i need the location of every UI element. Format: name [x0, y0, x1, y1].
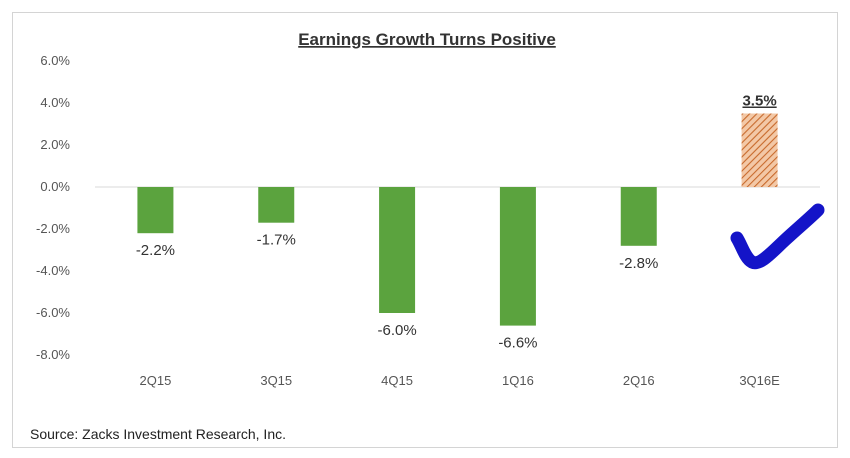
- y-tick-label: -2.0%: [36, 221, 70, 236]
- bar-2q15: [137, 187, 174, 234]
- x-tick-label: 2Q16: [623, 373, 655, 388]
- y-tick-label: -8.0%: [36, 347, 70, 362]
- y-tick-label: 2.0%: [40, 137, 70, 152]
- data-label: -2.8%: [619, 255, 658, 272]
- chart-title: Earnings Growth Turns Positive: [298, 30, 556, 49]
- y-tick-label: 6.0%: [40, 53, 70, 68]
- x-tick-label: 4Q15: [381, 373, 413, 388]
- x-tick-label: 3Q16E: [739, 373, 780, 388]
- y-tick-label: -4.0%: [36, 263, 70, 278]
- x-tick-label: 1Q16: [502, 373, 534, 388]
- data-label: 3.5%: [742, 93, 776, 110]
- data-labels: -2.2% -1.7% -6.0% -6.6% -2.8% 3.5%: [136, 93, 777, 352]
- y-tick-label: 4.0%: [40, 95, 70, 110]
- bar-3q15: [258, 187, 295, 223]
- x-tick-label: 3Q15: [260, 373, 292, 388]
- y-tick-label: 0.0%: [40, 179, 70, 194]
- data-label: -2.2%: [136, 242, 175, 259]
- data-label: -6.0%: [377, 322, 416, 339]
- chart-frame: [12, 12, 838, 448]
- bar-4q15: [379, 187, 416, 313]
- x-tick-label: 2Q15: [140, 373, 172, 388]
- data-label: -6.6%: [498, 335, 537, 352]
- checkmark-icon: [730, 203, 825, 270]
- y-tick-label: -6.0%: [36, 305, 70, 320]
- x-axis: 2Q15 3Q15 4Q15 1Q16 2Q16 3Q16E: [140, 373, 781, 388]
- y-axis: 6.0% 4.0% 2.0% 0.0% -2.0% -4.0% -6.0% -8.0%: [36, 53, 70, 362]
- bars: [137, 113, 778, 326]
- bar-2q16: [620, 187, 657, 246]
- bar-3q16e: [741, 113, 778, 187]
- bar-1q16: [499, 187, 536, 326]
- data-label: -1.7%: [257, 232, 296, 249]
- source-note: Source: Zacks Investment Research, Inc.: [30, 426, 286, 442]
